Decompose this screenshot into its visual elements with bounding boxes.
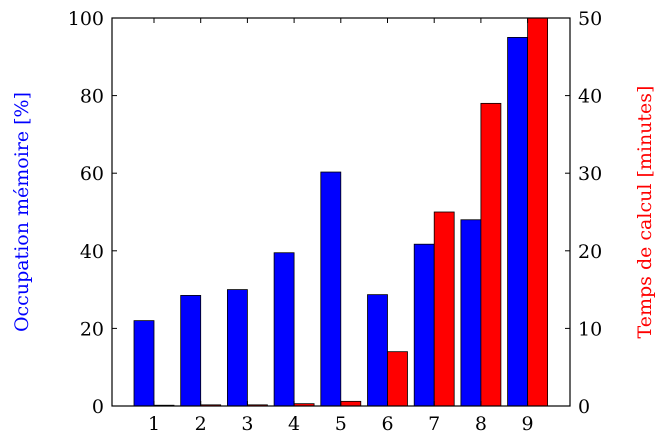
y-left-tick-label: 40: [80, 241, 104, 263]
bar-memory-3: [226, 289, 248, 407]
x-tick-label: 5: [335, 413, 347, 435]
x-tick-label: 4: [288, 413, 300, 435]
bar-memory-4: [273, 252, 295, 407]
x-tick-label: 2: [195, 413, 207, 435]
bar-memory-1: [133, 320, 155, 407]
x-tick-label: 6: [381, 413, 393, 435]
x-tick-label: 9: [522, 413, 534, 435]
y-axis-left-title: Occupation mémoire [%]: [11, 92, 33, 332]
bar-memory-8: [460, 219, 482, 407]
x-tick-label: 8: [475, 413, 487, 435]
y-left-tick-label: 20: [80, 318, 104, 340]
bar-memory-2: [180, 295, 202, 407]
y-right-tick-label: 30: [578, 163, 602, 185]
y-right-tick-label: 40: [578, 86, 602, 108]
bar-memory-6: [367, 294, 388, 407]
x-tick-label: 7: [428, 413, 440, 435]
x-tick-label: 1: [148, 413, 160, 435]
ticks-layer: 1 2 3 4 5 6 7 8 9 0 20 40 60 80 100 0 10 20 30 40 50: [68, 8, 602, 435]
bar-memory-9: [507, 37, 529, 407]
y-left-tick-label: 0: [92, 396, 104, 418]
y-left-tick-label: 80: [80, 86, 104, 108]
y-left-tick-label: 100: [68, 8, 104, 30]
y-right-tick-label: 50: [578, 8, 602, 30]
plot-frame: [111, 17, 571, 407]
bar-time-8: [480, 102, 502, 407]
bar-time-7: [433, 211, 455, 407]
bar-time-9: [527, 17, 548, 407]
bar-memory-5: [320, 171, 342, 407]
y-right-tick-label: 10: [578, 318, 602, 340]
y-axis-right-title: Temps de calcul [minutes]: [634, 86, 656, 339]
x-tick-label: 3: [241, 413, 253, 435]
bar-time-5: [340, 400, 362, 407]
y-left-tick-label: 60: [80, 163, 104, 185]
bar-memory-7: [413, 243, 435, 407]
y-right-tick-label: 20: [578, 241, 602, 263]
y-right-tick-label: 0: [578, 396, 590, 418]
bars-layer: [133, 17, 548, 407]
bar-time-6: [387, 351, 408, 407]
